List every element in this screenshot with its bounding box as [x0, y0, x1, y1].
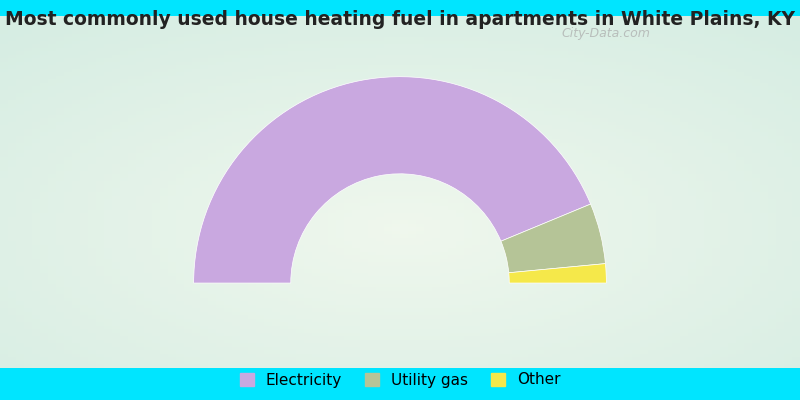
Text: City-Data.com: City-Data.com [562, 26, 650, 40]
Legend: Electricity, Utility gas, Other: Electricity, Utility gas, Other [240, 372, 560, 388]
Wedge shape [501, 204, 606, 273]
Wedge shape [194, 77, 590, 283]
Text: Most commonly used house heating fuel in apartments in White Plains, KY: Most commonly used house heating fuel in… [5, 10, 795, 29]
Wedge shape [509, 264, 606, 283]
